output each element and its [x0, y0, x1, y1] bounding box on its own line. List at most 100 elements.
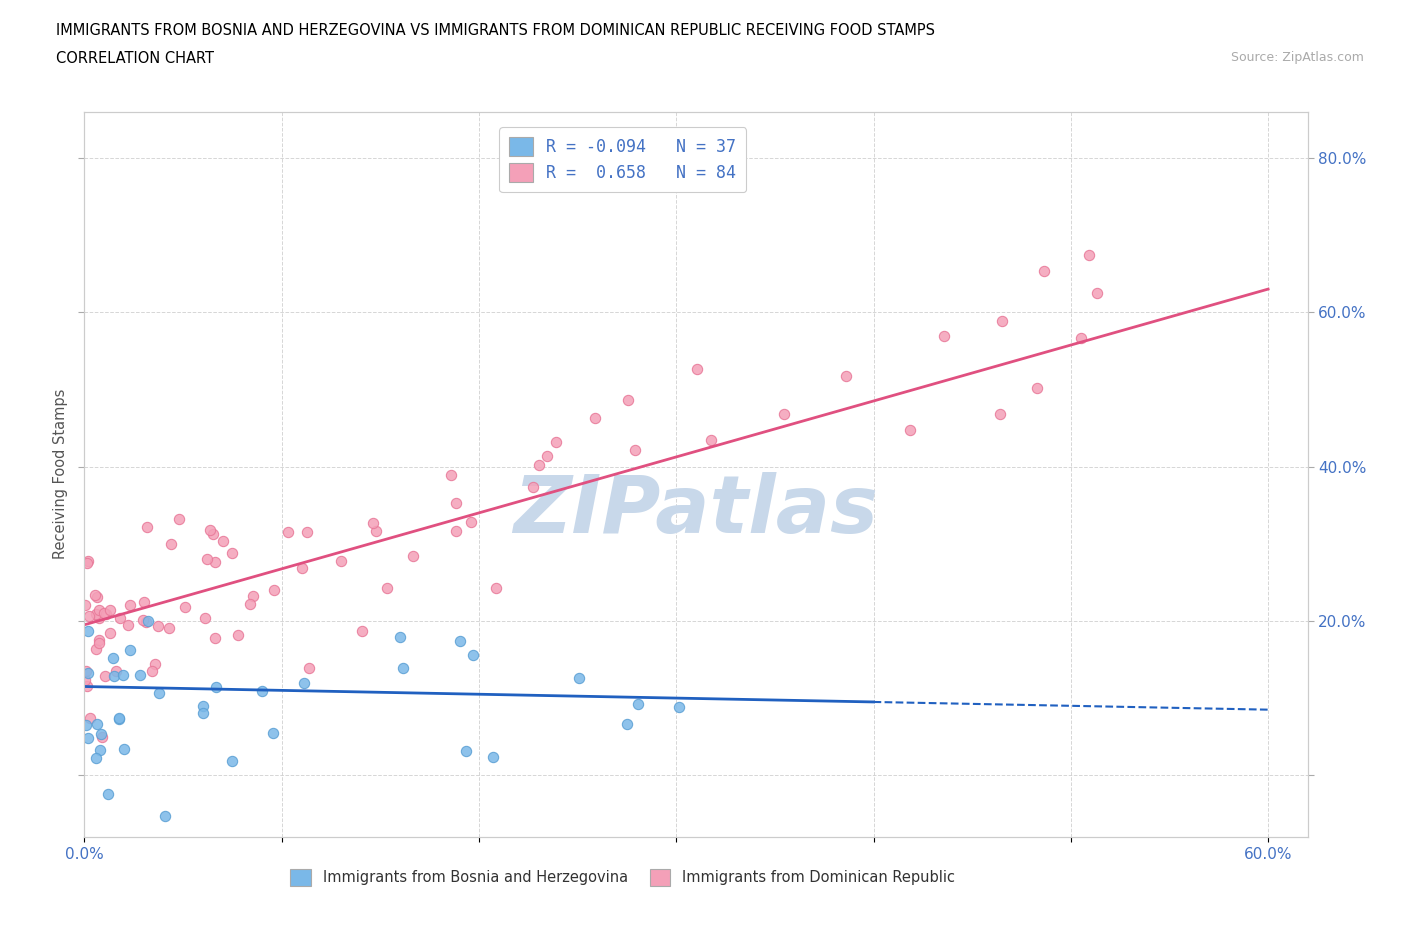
Point	[1085, 286, 1108, 300]
Point	[482, 750, 505, 764]
Point	[292, 675, 315, 690]
Point	[194, 611, 217, 626]
Point	[75, 672, 97, 687]
Point	[262, 725, 284, 740]
Point	[361, 515, 384, 530]
Point	[585, 410, 607, 425]
Point	[87, 610, 110, 625]
Point	[1026, 380, 1049, 395]
Point	[157, 621, 180, 636]
Point	[73, 597, 96, 612]
Point	[454, 744, 477, 759]
Point	[105, 664, 128, 679]
Point	[988, 406, 1011, 421]
Text: CORRELATION CHART: CORRELATION CHART	[56, 51, 214, 66]
Point	[440, 468, 463, 483]
Point	[226, 627, 249, 642]
Point	[1078, 247, 1101, 262]
Point	[97, 787, 120, 802]
Point	[173, 599, 195, 614]
Point	[932, 328, 955, 343]
Point	[250, 684, 273, 698]
Point	[205, 680, 228, 695]
Point	[87, 603, 110, 618]
Point	[136, 520, 159, 535]
Point	[75, 663, 97, 678]
Point	[90, 729, 112, 744]
Point	[460, 515, 482, 530]
Text: ZIPatlas: ZIPatlas	[513, 472, 879, 550]
Point	[242, 588, 264, 603]
Point	[87, 636, 110, 651]
Point	[90, 727, 112, 742]
Point	[84, 587, 107, 602]
Point	[75, 718, 97, 733]
Point	[364, 523, 387, 538]
Point	[77, 553, 100, 568]
Point	[446, 524, 468, 538]
Point	[449, 633, 471, 648]
Point	[136, 613, 159, 628]
Point	[375, 581, 398, 596]
Text: IMMIGRANTS FROM BOSNIA AND HERZEGOVINA VS IMMIGRANTS FROM DOMINICAN REPUBLIC REC: IMMIGRANTS FROM BOSNIA AND HERZEGOVINA V…	[56, 23, 935, 38]
Point	[221, 546, 243, 561]
Point	[686, 362, 709, 377]
Point	[79, 711, 101, 726]
Point	[277, 525, 299, 539]
Point	[77, 666, 100, 681]
Point	[546, 434, 568, 449]
Point	[668, 699, 690, 714]
Point	[297, 525, 319, 539]
Point	[204, 631, 226, 645]
Point	[76, 678, 98, 693]
Point	[444, 495, 467, 510]
Point	[627, 697, 650, 711]
Point	[107, 711, 129, 725]
Point	[108, 610, 131, 625]
Point	[401, 548, 423, 563]
Legend: Immigrants from Bosnia and Herzegovina, Immigrants from Dominican Republic: Immigrants from Bosnia and Herzegovina, …	[284, 863, 960, 891]
Point	[263, 582, 285, 597]
Point	[120, 598, 142, 613]
Point	[167, 512, 190, 526]
Point	[191, 698, 214, 713]
Point	[773, 406, 796, 421]
Point	[568, 671, 591, 685]
Point	[86, 716, 108, 731]
Point	[1032, 263, 1054, 278]
Point	[350, 623, 373, 638]
Point	[129, 668, 152, 683]
Point	[202, 526, 225, 541]
Point	[617, 392, 640, 407]
Point	[392, 660, 415, 675]
Point	[118, 643, 141, 658]
Point	[132, 612, 155, 627]
Point	[616, 716, 638, 731]
Point	[291, 561, 314, 576]
Point	[159, 537, 181, 551]
Point	[330, 553, 353, 568]
Point	[103, 669, 125, 684]
Point	[117, 618, 139, 632]
Point	[624, 443, 647, 458]
Point	[86, 590, 108, 604]
Point	[112, 741, 135, 756]
Point	[76, 731, 98, 746]
Point	[77, 624, 100, 639]
Point	[84, 641, 107, 656]
Point	[76, 555, 98, 570]
Point	[134, 595, 156, 610]
Point	[204, 554, 226, 569]
Text: Source: ZipAtlas.com: Source: ZipAtlas.com	[1230, 51, 1364, 64]
Point	[195, 551, 218, 566]
Point	[1070, 331, 1092, 346]
Point	[153, 809, 176, 824]
Point	[84, 606, 107, 621]
Point	[111, 668, 134, 683]
Point	[89, 742, 111, 757]
Point	[87, 632, 110, 647]
Point	[463, 647, 485, 662]
Point	[522, 480, 544, 495]
Point	[93, 605, 115, 620]
Point	[835, 368, 858, 383]
